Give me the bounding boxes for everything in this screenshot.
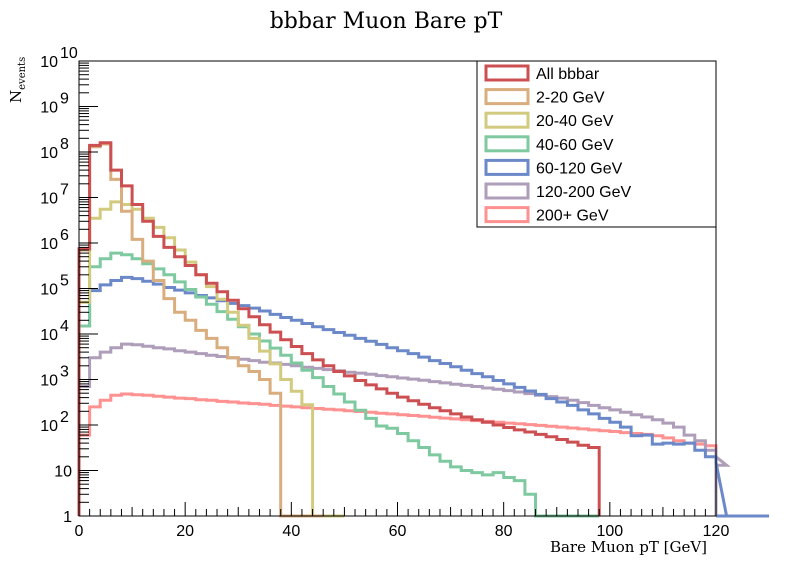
legend-swatch-2-20-gev (484, 88, 530, 106)
y-tick-exponent: 6 (60, 227, 69, 244)
series-60-120-gev (77, 275, 770, 518)
x-axis: 0 20 40 60 80 100 120 (75, 502, 730, 540)
legend-label-60-120-gev: 60-120 GeV (536, 160, 623, 177)
y-axis-label: Nevents (7, 57, 28, 103)
y-tick-label: 10 (40, 54, 58, 71)
y-tick-label: 10 (40, 191, 58, 208)
legend-swatch-40-60-gev (484, 135, 530, 153)
series-layer (77, 141, 770, 518)
series-200-gev (77, 392, 718, 516)
y-axis-label-main: N (7, 90, 25, 103)
legend-label-all-bbbar: All bbbar (536, 66, 600, 83)
x-tick-label: 100 (596, 523, 623, 540)
legend-label-2-20-gev: 2-20 GeV (536, 90, 605, 107)
legend-label-120-200-gev: 120-200 GeV (536, 184, 632, 201)
series-120-200-gev (77, 342, 731, 516)
series-all-bbbar (77, 141, 601, 516)
y-tick-label: 10 (40, 373, 58, 390)
y-tick-label: 10 (40, 145, 58, 162)
chart-title: bbbar Muon Bare pT (270, 9, 503, 34)
y-tick-exponent: 9 (60, 91, 69, 108)
y-tick-exponent: 2 (60, 409, 69, 426)
legend-swatch-120-200-gev (484, 182, 530, 200)
y-tick-exponent: 5 (60, 273, 69, 290)
y-tick-exponent: 7 (60, 182, 69, 199)
legend-label-200-gev: 200+ GeV (536, 208, 609, 225)
y-tick-label: 10 (40, 327, 58, 344)
legend-swatch-all-bbbar (484, 64, 530, 82)
y-tick-exponent: 3 (60, 364, 69, 381)
x-tick-label: 20 (176, 523, 194, 540)
legend-label-40-60-gev: 40-60 GeV (536, 137, 614, 154)
y-tick-exponent: 4 (60, 318, 69, 335)
y-tick-exponent: 10 (60, 45, 78, 62)
legend-swatch-200-gev (484, 206, 530, 224)
legend-swatch-20-40-gev (484, 111, 530, 129)
y-tick-label: 10 (40, 236, 58, 253)
x-tick-label: 60 (389, 523, 407, 540)
y-tick-exponent: 8 (60, 136, 69, 153)
x-axis-label: Bare Muon pT [GeV] (550, 538, 707, 556)
series-20-40-gev (77, 200, 345, 518)
y-axis-label-subscript: events (17, 57, 28, 90)
x-tick-label: 0 (75, 523, 84, 540)
legend: All bbbar 2-20 GeV 20-40 GeV 40-60 GeV 60-12… (476, 60, 717, 228)
legend-swatch-60-120-gev (484, 158, 530, 176)
y-tick-label: 10 (40, 282, 58, 299)
y-tick-label: 1 (63, 509, 72, 526)
series-40-60-gev (77, 251, 600, 518)
series-2-20-gev (77, 142, 324, 518)
y-tick-label: 10 (54, 464, 72, 481)
y-tick-label: 10 (40, 418, 58, 435)
x-tick-label: 80 (495, 523, 513, 540)
x-tick-label: 120 (703, 523, 730, 540)
x-tick-label: 40 (282, 523, 300, 540)
legend-label-20-40-gev: 20-40 GeV (536, 113, 614, 130)
y-tick-label: 10 (40, 100, 58, 117)
